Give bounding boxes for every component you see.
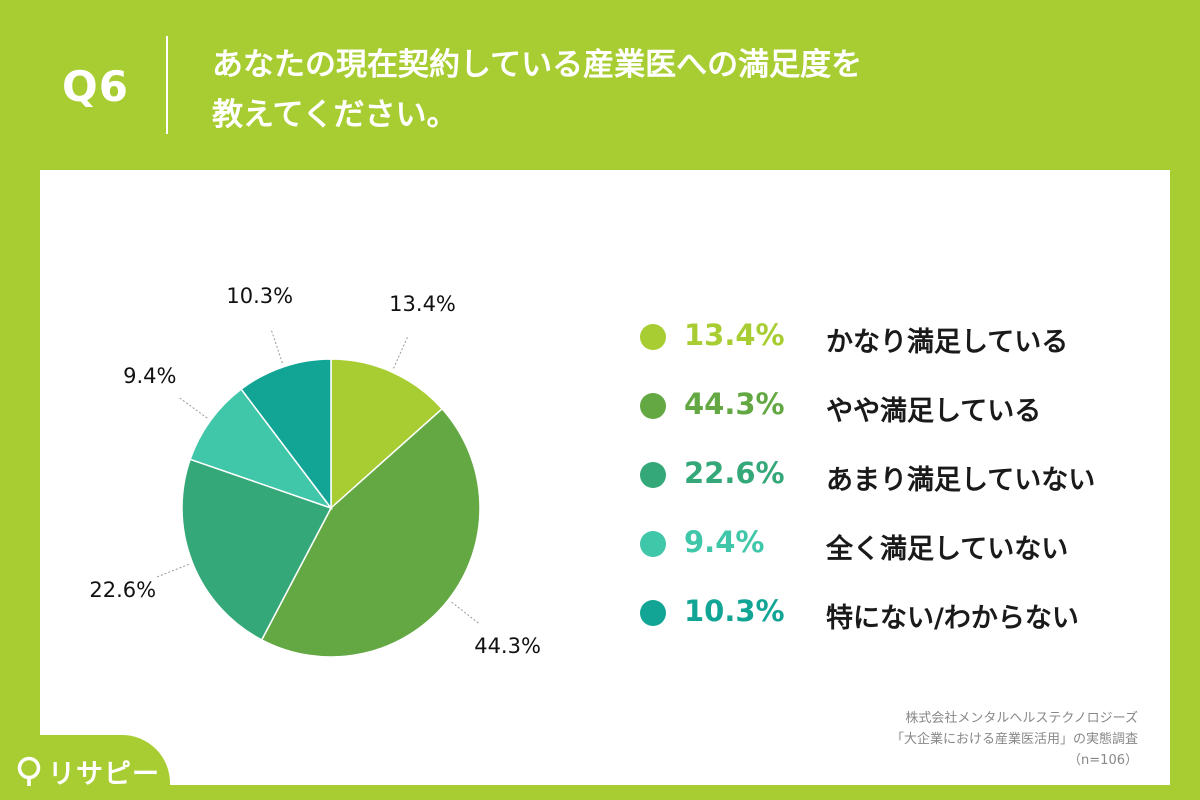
legend-label-1: かなり満足している — [826, 327, 1069, 358]
pie-slice-4 — [189, 388, 334, 510]
pie-label-3: 22.6% — [89, 578, 157, 603]
pie-label-5: 10.3% — [226, 283, 294, 308]
pie-label-4: 9.4% — [123, 364, 177, 389]
credit-sample: （n=106） — [1068, 753, 1138, 768]
pin-icon — [17, 756, 41, 786]
legend-label-2: やや満足している — [826, 396, 1042, 427]
pie-chart — [156, 330, 481, 658]
credit-company: 株式会社メンタルヘルステクノロジーズ — [905, 711, 1138, 726]
legend-dot-4 — [640, 531, 666, 557]
pie-leader-line-5 — [271, 330, 283, 364]
legend-label-3: あまり満足していない — [826, 465, 1096, 496]
question-line-1: あなたの現在契約している産業医への満足度を — [212, 47, 863, 83]
pie-leader-line-4 — [179, 397, 208, 419]
pie-slice-5 — [240, 358, 332, 511]
question-number: Q6 — [62, 62, 129, 111]
legend-pct-1: 13.4% — [684, 318, 785, 352]
source-credit: 株式会社メンタルヘルステクノロジーズ 「大企業における産業医活用」の実態調査 （… — [891, 708, 1138, 771]
logo-text: リサピー — [48, 759, 160, 790]
legend-label-5: 特にない/わからない — [826, 603, 1079, 634]
legend-pct-3: 22.6% — [684, 456, 785, 490]
pie-leader-line-2 — [451, 601, 479, 624]
pie-slice-2 — [260, 407, 481, 658]
question-text: あなたの現在契約している産業医への満足度を 教えてください。 — [212, 40, 1112, 140]
pie-slice-1 — [330, 358, 444, 510]
pie-leader-line-1 — [393, 337, 408, 369]
legend-dot-3 — [640, 462, 666, 488]
legend-dot-1 — [640, 324, 666, 350]
legend-dot-2 — [640, 393, 666, 419]
credit-survey: 「大企業における産業医活用」の実態調査 — [890, 732, 1138, 747]
pie-slice-3 — [181, 458, 333, 641]
legend-pct-5: 10.3% — [684, 594, 785, 628]
legend-pct-4: 9.4% — [684, 525, 765, 559]
pie-label-1: 13.4% — [389, 291, 456, 316]
chart-panel: 13.4% 44.3% 22.6% 9.4% 10.3% 13.4% かなり満足している… — [40, 170, 1170, 785]
logo: リサピー — [16, 752, 160, 791]
header-divider — [166, 36, 168, 134]
header: Q6 あなたの現在契約している産業医への満足度を 教えてください。 — [0, 0, 1200, 170]
pie-leader-line-3 — [156, 563, 189, 578]
legend-pct-2: 44.3% — [684, 387, 785, 421]
legend-label-4: 全く満足していない — [826, 534, 1069, 565]
legend-dot-5 — [640, 600, 666, 626]
pie-label-2: 44.3% — [474, 633, 541, 658]
logo-tab — [0, 735, 170, 800]
question-line-2: 教えてください。 — [212, 97, 458, 133]
